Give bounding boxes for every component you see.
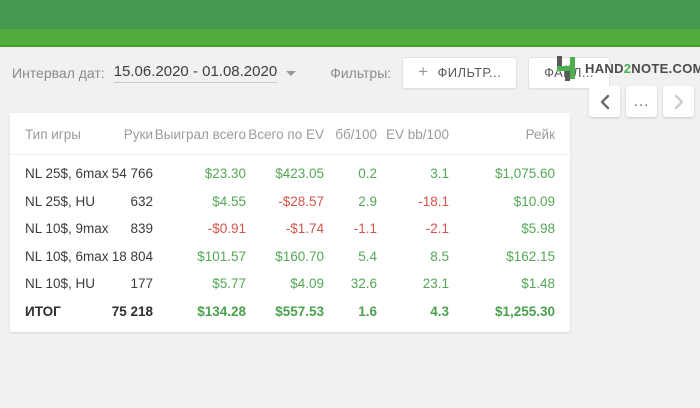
cell-total-label: ИТОГ — [25, 303, 61, 319]
cell-bb100: 2.9 — [358, 193, 377, 209]
more-pages-button[interactable]: ... — [626, 86, 657, 117]
cell-ev-bb100: -2.1 — [425, 221, 449, 237]
toolbar: Интервал дат: 15.06.2020 - 01.08.2020 Фи… — [12, 56, 610, 89]
table-row[interactable]: NL 25$, HU 632 $4.55 -$28.57 2.9 -18.1 $… — [10, 188, 570, 216]
cell-game-type: NL 10$, HU — [25, 276, 96, 292]
cell-total-ev: $557.53 — [275, 303, 324, 319]
hand2note-logo-text: HAND2NOTE.COM — [585, 60, 700, 76]
prev-page-button[interactable] — [589, 86, 620, 117]
cell-total-won: $134.28 — [197, 303, 246, 319]
cell-bb100: 32.6 — [350, 276, 377, 292]
cell-rake: $1,075.60 — [494, 166, 555, 182]
date-interval-label: Интервал дат: — [12, 64, 105, 81]
cell-hands: 18 804 — [111, 248, 153, 264]
cell-ev-bb100: 23.1 — [422, 276, 449, 292]
col-header-ev-bb100: EV bb/100 — [377, 113, 449, 155]
cell-total-bb100: 1.6 — [358, 303, 377, 319]
cell-ev-total: $160.70 — [275, 248, 324, 264]
cell-won-total: -$0.91 — [207, 221, 246, 237]
cell-game-type: NL 25$, HU — [25, 193, 96, 209]
top-bar-bright — [0, 29, 700, 47]
chevron-down-icon — [286, 71, 297, 76]
cell-bb100: 5.4 — [358, 248, 377, 264]
chevron-right-icon — [674, 94, 683, 109]
plus-icon: + — [418, 61, 429, 81]
table-total-row: ИТОГ 75 218 $134.28 $557.53 1.6 4.3 $1,2… — [10, 298, 570, 326]
table-row[interactable]: NL 10$, HU 177 $5.77 $4.09 32.6 23.1 $1.… — [10, 270, 570, 298]
cell-won-total: $101.57 — [197, 248, 246, 264]
table-header-row: Тип игры Руки Выиграл всего Всего по EV … — [10, 113, 570, 155]
cell-hands: 632 — [130, 193, 153, 209]
cell-ev-total: -$28.57 — [278, 193, 324, 209]
add-filter-button[interactable]: + ФИЛЬТР... — [402, 56, 518, 89]
cell-rake: $5.98 — [521, 221, 555, 237]
cell-rake: $162.15 — [506, 248, 555, 264]
next-page-button[interactable] — [663, 86, 694, 117]
table-row[interactable]: NL 10$, 6max 18 804 $101.57 $160.70 5.4 … — [10, 243, 570, 271]
stats-table-card: Тип игры Руки Выиграл всего Всего по EV … — [10, 113, 570, 332]
cell-total-hands: 75 218 — [111, 303, 153, 319]
cell-total-ev-bb100: 4.3 — [430, 303, 449, 319]
cell-rake: $10.09 — [513, 193, 555, 209]
pager: ... — [589, 86, 694, 117]
cell-ev-total: -$1.74 — [285, 221, 324, 237]
col-header-rake: Рейк — [449, 113, 570, 155]
cell-won-total: $5.77 — [212, 276, 246, 292]
cell-won-total: $4.55 — [212, 193, 246, 209]
table-row[interactable]: NL 10$, 9max 839 -$0.91 -$1.74 -1.1 -2.1… — [10, 215, 570, 243]
cell-bb100: 0.2 — [358, 166, 377, 182]
cell-rake: $1.48 — [521, 276, 555, 292]
cell-ev-bb100: 3.1 — [430, 166, 449, 182]
cell-ev-total: $423.05 — [275, 166, 324, 182]
col-header-won-total: Выиграл всего — [153, 113, 246, 155]
col-header-ev-total: Всего по EV — [246, 113, 324, 155]
hand2note-h-icon — [556, 55, 578, 81]
stats-table: Тип игры Руки Выиграл всего Всего по EV … — [10, 113, 570, 325]
cell-ev-bb100: 8.5 — [430, 248, 449, 264]
col-header-hands: Руки — [105, 113, 153, 155]
chevron-left-icon — [600, 94, 609, 109]
cell-game-type: NL 25$, 6max — [25, 166, 109, 182]
col-header-bb100: бб/100 — [324, 113, 377, 155]
top-bar-dark — [0, 0, 700, 29]
cell-hands: 839 — [130, 221, 153, 237]
ellipsis-icon: ... — [633, 93, 650, 110]
cell-won-total: $23.30 — [204, 166, 246, 182]
cell-ev-total: $4.09 — [290, 276, 324, 292]
add-filter-button-label: ФИЛЬТР... — [437, 65, 502, 80]
table-row[interactable]: NL 25$, 6max 54 766 $23.30 $423.05 0.2 3… — [10, 155, 570, 188]
filters-label: Фильтры: — [330, 64, 392, 81]
cell-hands: 54 766 — [111, 166, 153, 182]
cell-game-type: NL 10$, 9max — [25, 221, 109, 237]
cell-ev-bb100: -18.1 — [418, 193, 449, 209]
col-header-game-type: Тип игры — [10, 113, 105, 155]
hand2note-logo[interactable]: HAND2NOTE.COM — [556, 55, 700, 81]
cell-bb100: -1.1 — [353, 221, 377, 237]
cell-total-rake: $1,255.30 — [494, 303, 555, 319]
date-range-dropdown[interactable]: 15.06.2020 - 01.08.2020 — [113, 63, 297, 83]
date-range-value: 15.06.2020 - 01.08.2020 — [113, 63, 278, 83]
cell-game-type: NL 10$, 6max — [25, 248, 109, 264]
cell-hands: 177 — [130, 276, 153, 292]
